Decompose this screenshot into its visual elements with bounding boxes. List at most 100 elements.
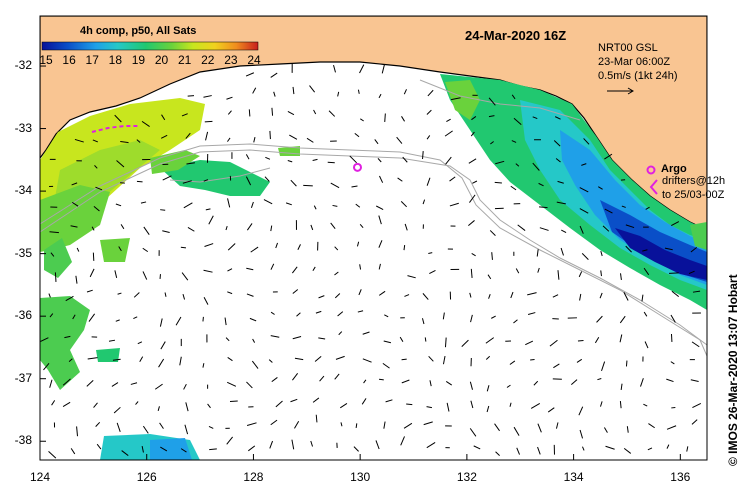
current-vector bbox=[597, 378, 602, 381]
current-vector bbox=[490, 141, 494, 145]
current-vector bbox=[314, 356, 322, 362]
current-vector bbox=[472, 180, 478, 184]
current-vectors bbox=[40, 63, 702, 459]
current-vector bbox=[538, 182, 544, 187]
current-vector bbox=[111, 382, 119, 387]
current-vector bbox=[446, 402, 450, 412]
drifters-legend-line-2: to 25/03-00Z bbox=[662, 189, 725, 201]
current-vector bbox=[108, 339, 116, 342]
current-vector bbox=[224, 317, 227, 326]
current-vector bbox=[486, 385, 490, 392]
current-vector bbox=[399, 336, 404, 342]
current-vector bbox=[494, 181, 502, 184]
current-vector bbox=[619, 334, 623, 343]
current-vector bbox=[487, 274, 492, 280]
current-vector bbox=[312, 397, 320, 403]
current-vector bbox=[74, 138, 84, 143]
current-vector bbox=[180, 246, 187, 249]
current-vector bbox=[511, 94, 516, 100]
current-vector bbox=[89, 268, 95, 278]
current-vector bbox=[579, 293, 582, 301]
current-vector bbox=[378, 215, 382, 225]
current-vector bbox=[381, 64, 386, 74]
current-vector bbox=[296, 312, 301, 317]
argo-legend-icon bbox=[646, 165, 656, 175]
current-vector bbox=[561, 229, 567, 234]
current-vector bbox=[427, 89, 434, 97]
current-vector bbox=[375, 205, 384, 210]
current-vector bbox=[555, 158, 561, 163]
current-vector bbox=[227, 357, 233, 362]
current-vector bbox=[208, 426, 214, 429]
current-vector bbox=[527, 292, 537, 296]
current-vector bbox=[164, 292, 167, 297]
current-vector bbox=[273, 91, 276, 97]
x-tick-label: 132 bbox=[456, 470, 477, 484]
current-vector bbox=[338, 331, 343, 336]
current-vector bbox=[289, 134, 298, 140]
current-vector bbox=[556, 201, 566, 205]
current-vector bbox=[513, 319, 518, 324]
current-vector bbox=[485, 355, 491, 360]
current-vector bbox=[162, 175, 172, 181]
current-vector bbox=[203, 95, 212, 98]
current-vector bbox=[426, 109, 432, 115]
current-vector bbox=[203, 269, 213, 273]
info-line-1: NRT00 GSL bbox=[598, 42, 658, 54]
current-vector bbox=[54, 272, 57, 282]
current-vector bbox=[270, 225, 273, 232]
current-vector bbox=[49, 313, 54, 318]
current-vector bbox=[332, 204, 338, 207]
current-vector bbox=[421, 318, 425, 325]
current-vector bbox=[604, 208, 613, 214]
current-vector bbox=[692, 403, 702, 408]
current-vector bbox=[120, 141, 129, 144]
current-vector bbox=[265, 156, 271, 160]
current-vector bbox=[185, 132, 191, 139]
current-vector bbox=[648, 423, 655, 429]
current-vector bbox=[91, 226, 95, 231]
current-vector bbox=[312, 266, 316, 272]
current-vector bbox=[428, 355, 434, 362]
current-vector bbox=[461, 339, 469, 347]
current-vector bbox=[554, 116, 561, 120]
current-vector bbox=[426, 406, 432, 409]
current-vector bbox=[509, 402, 512, 407]
current-vector bbox=[271, 107, 274, 116]
y-tick-label: -32 bbox=[14, 58, 32, 73]
current-vector bbox=[383, 421, 386, 429]
current-vector bbox=[379, 175, 384, 183]
current-vector bbox=[270, 311, 275, 315]
current-vector bbox=[294, 357, 304, 361]
current-vector bbox=[328, 110, 336, 117]
current-vector bbox=[643, 311, 648, 317]
current-vector bbox=[319, 375, 325, 382]
current-vector bbox=[162, 230, 170, 233]
current-vector bbox=[269, 440, 274, 449]
current-vector bbox=[602, 225, 610, 232]
current-vector bbox=[142, 247, 149, 253]
current-vector bbox=[510, 185, 517, 191]
y-tick-label: -37 bbox=[14, 370, 32, 385]
current-vector bbox=[525, 340, 534, 346]
current-vector bbox=[469, 381, 473, 390]
current-vector bbox=[444, 337, 447, 348]
current-vector bbox=[337, 311, 344, 317]
current-vector bbox=[513, 426, 520, 436]
current-vector bbox=[664, 247, 673, 251]
current-vector bbox=[116, 160, 125, 168]
current-vector bbox=[120, 224, 125, 230]
y-tick-label: -34 bbox=[14, 183, 32, 198]
current-vector bbox=[378, 240, 383, 248]
current-vector bbox=[160, 341, 166, 350]
current-vector bbox=[404, 223, 408, 231]
current-vector bbox=[115, 203, 122, 207]
current-vector bbox=[469, 194, 476, 203]
current-vector bbox=[517, 224, 526, 231]
current-vector bbox=[246, 267, 254, 271]
current-vector bbox=[605, 445, 615, 450]
current-vector bbox=[470, 400, 474, 409]
x-tick-label: 136 bbox=[670, 470, 691, 484]
current-vector bbox=[70, 448, 76, 455]
